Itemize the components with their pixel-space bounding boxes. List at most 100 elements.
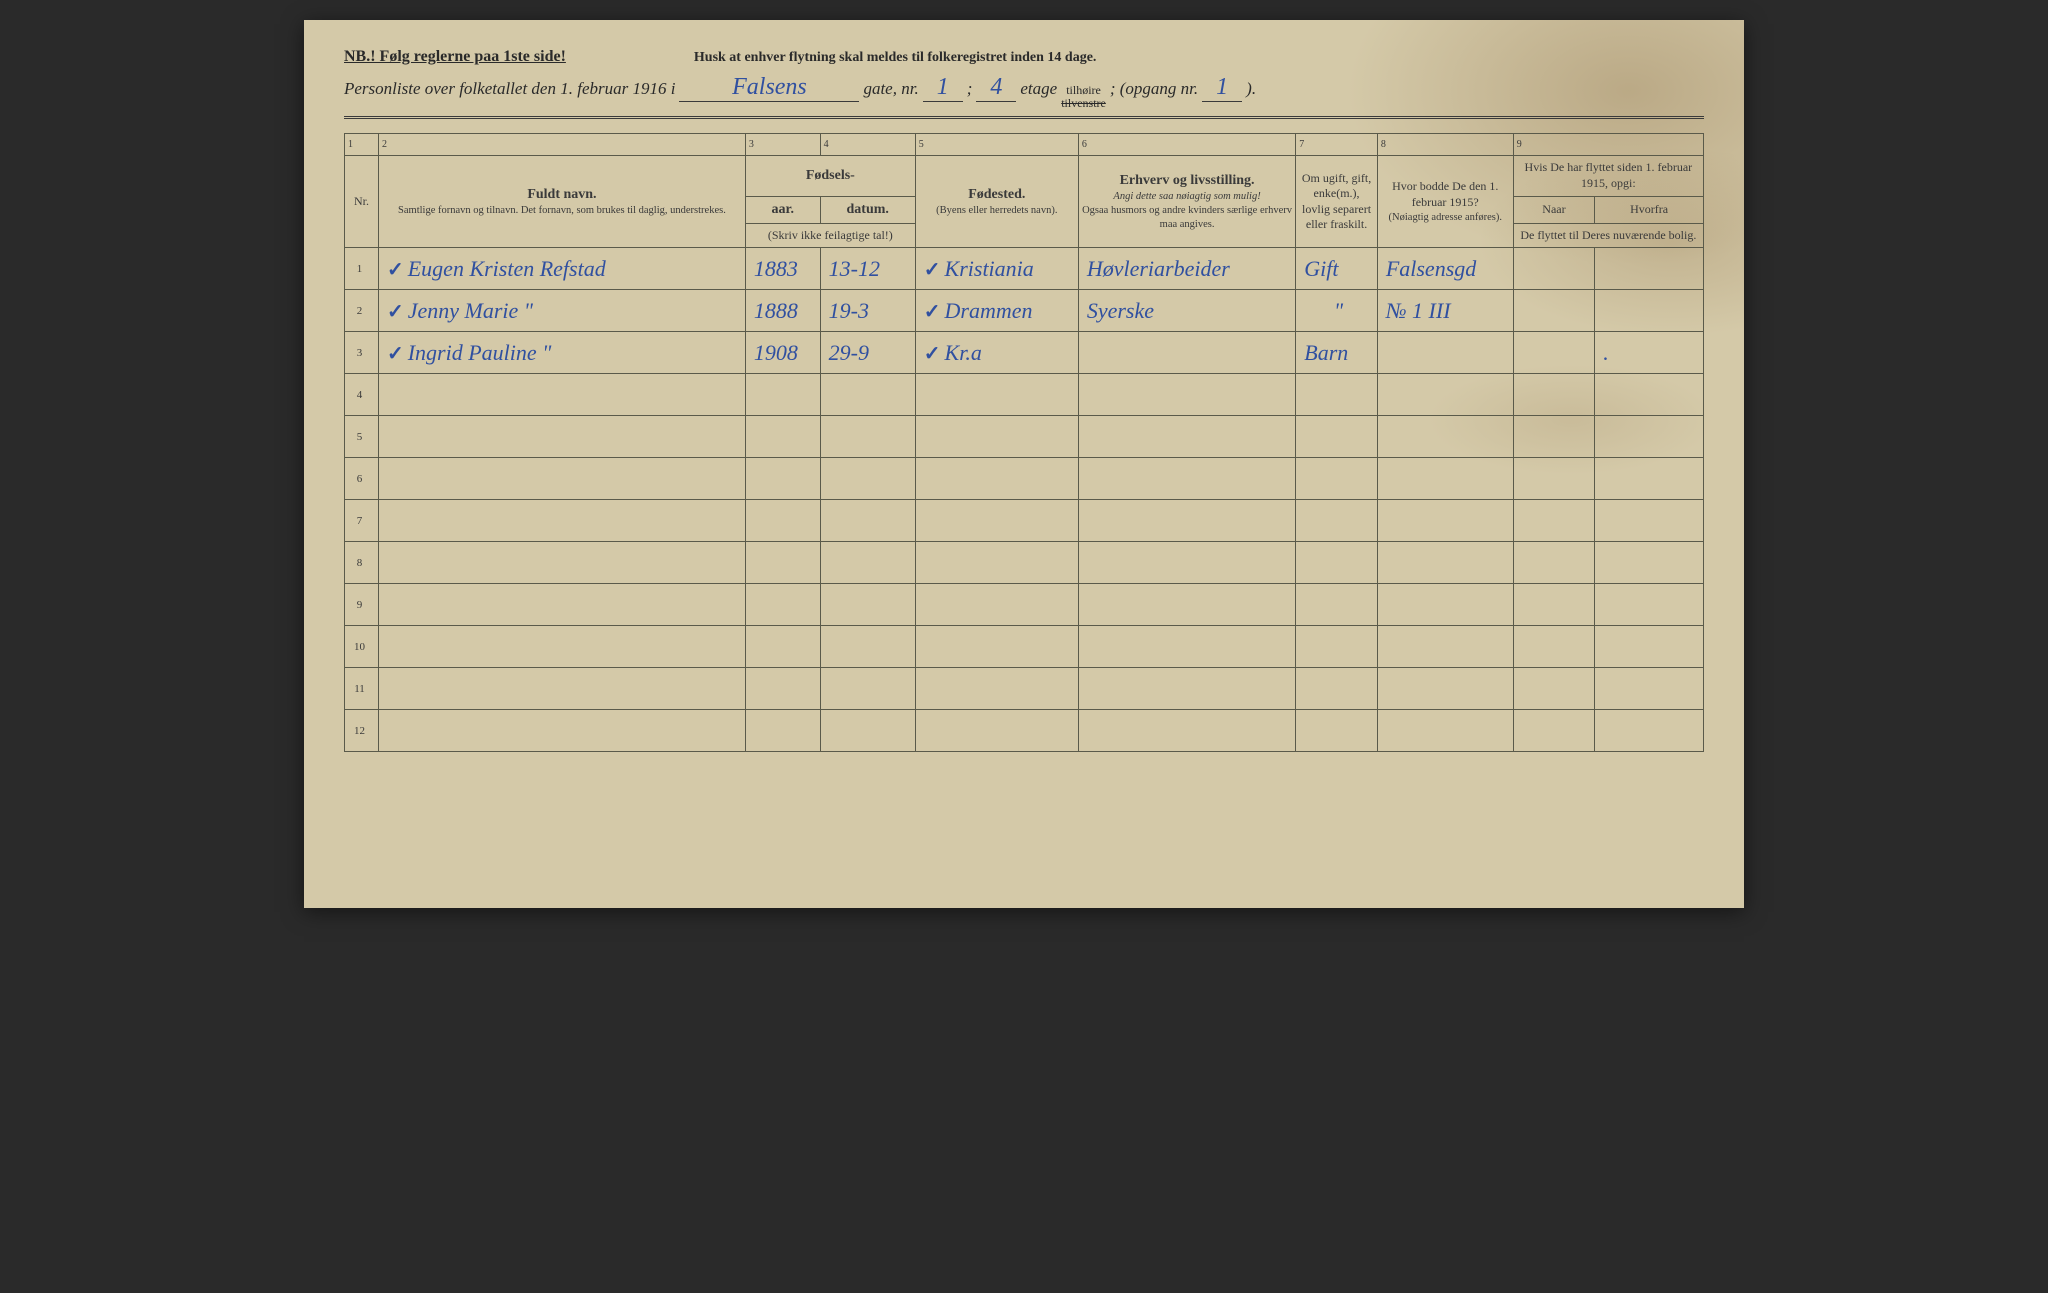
row-marital [1296,584,1378,626]
hdr-year: aar. [745,196,820,223]
row-marital: Gift [1296,248,1378,290]
row-marital [1296,458,1378,500]
hdr-name: Fuldt navn. Samtlige fornavn og tilnavn.… [378,156,745,248]
row-marital [1296,626,1378,668]
row-nr: 12 [345,710,379,752]
row-marital [1296,500,1378,542]
row-nr: 9 [345,584,379,626]
row-marital: Barn [1296,332,1378,374]
hdr-occup-bold: Erhverv og livsstilling. [1082,172,1292,190]
gate-label: gate, nr. [863,79,918,99]
check-icon: ✓ [387,343,404,365]
row-year [745,584,820,626]
row-when [1513,374,1595,416]
gate-nr: 1 [923,74,963,102]
row-when [1513,626,1595,668]
row-prev-address: Falsensgd [1377,248,1513,290]
opgang-label: ; (opgang nr. [1110,79,1198,99]
row-nr: 6 [345,458,379,500]
colnum-3: 3 [745,134,820,156]
row-nr: 7 [345,500,379,542]
row-from [1595,290,1704,332]
row-year [745,542,820,584]
table-row: 4 [345,374,1704,416]
row-when [1513,332,1595,374]
table-row: 11 [345,668,1704,710]
row-marital [1296,542,1378,584]
etage-nr: 4 [976,74,1016,102]
row-place [915,668,1078,710]
side-bottom: tilvenstre [1061,97,1106,110]
row-date [820,668,915,710]
check-icon: ✓ [387,259,404,281]
row-marital: " [1296,290,1378,332]
row-occupation [1078,668,1295,710]
row-when [1513,710,1595,752]
hdr-place-bold: Fødested. [919,186,1075,204]
row-marital [1296,710,1378,752]
check-icon: ✓ [924,259,941,281]
row-prev-address [1377,626,1513,668]
row-name [378,416,745,458]
side-options: tilhøire tilvenstre [1061,84,1106,110]
row-nr: 10 [345,626,379,668]
row-from [1595,374,1704,416]
table-row: 9 [345,584,1704,626]
row-from [1595,626,1704,668]
row-from [1595,710,1704,752]
row-year: 1883 [745,248,820,290]
row-nr: 5 [345,416,379,458]
row-prev-address: № 1 III [1377,290,1513,332]
check-icon: ✓ [387,301,404,323]
row-nr: 1 [345,248,379,290]
hdr-date: datum. [820,196,915,223]
hdr-year-label: aar. [772,202,794,217]
row-prev-address [1377,584,1513,626]
row-occupation [1078,332,1295,374]
row-when [1513,248,1595,290]
close-paren: ). [1246,79,1256,99]
row-name [378,542,745,584]
row-name [378,668,745,710]
row-occupation [1078,374,1295,416]
row-place: ✓Kr.a [915,332,1078,374]
colnum-2: 2 [378,134,745,156]
row-marital [1296,416,1378,458]
colnum-4: 4 [820,134,915,156]
hdr-date-label: datum. [847,202,889,217]
row-date [820,374,915,416]
row-when [1513,668,1595,710]
hdr-name-bold: Fuldt navn. [382,186,742,204]
row-place [915,626,1078,668]
row-year [745,458,820,500]
row-prev-address [1377,710,1513,752]
row-occupation [1078,416,1295,458]
row-year [745,710,820,752]
row-prev-address [1377,458,1513,500]
etage-label: etage [1020,79,1057,99]
hdr-name-sub: Samtlige fornavn og tilnavn. Det fornavn… [382,204,742,218]
hdr-place: Fødested. (Byens eller herredets navn). [915,156,1078,248]
name-text: Ingrid Pauline " [408,340,552,365]
column-number-row: 1 2 3 4 5 6 7 8 9 [345,134,1704,156]
colnum-6: 6 [1078,134,1295,156]
row-place: ✓Kristiania [915,248,1078,290]
row-name [378,458,745,500]
row-year [745,416,820,458]
row-date: 29-9 [820,332,915,374]
row-prev-address [1377,668,1513,710]
row-when [1513,458,1595,500]
hdr-from: Hvorfra [1595,196,1704,223]
row-occupation [1078,458,1295,500]
reminder-text: Husk at enhver flytning skal meldes til … [694,50,1097,66]
colnum-7: 7 [1296,134,1378,156]
row-place [915,710,1078,752]
colnum-8: 8 [1377,134,1513,156]
hdr-place-sub: (Byens eller herredets navn). [919,204,1075,218]
row-marital [1296,668,1378,710]
row-when [1513,542,1595,584]
opgang-nr: 1 [1202,74,1242,102]
table-body: 1✓Eugen Kristen Refstad188313-12✓Kristia… [345,248,1704,752]
nb-warning: NB.! Følg reglerne paa 1ste side! [344,48,566,66]
title-prefix: Personliste over folketallet den 1. febr… [344,79,675,99]
